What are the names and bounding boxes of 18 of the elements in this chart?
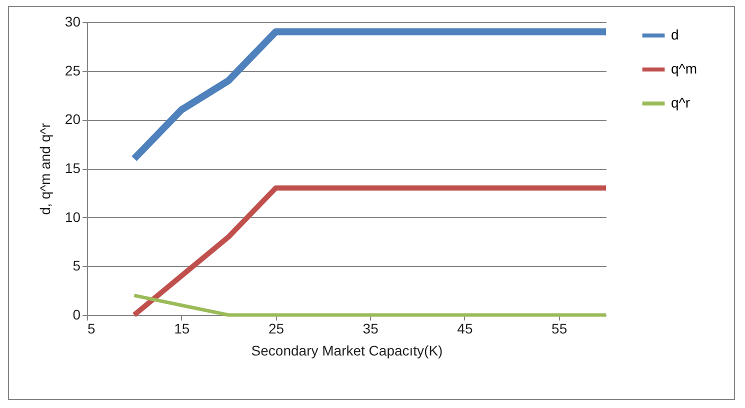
x-tick-label: 25 (268, 320, 284, 336)
y-tick-label: 20 (64, 111, 81, 128)
x-tick-label: 15 (174, 320, 190, 336)
x-tick-label: 35 (362, 320, 379, 336)
x-axis-title: Secondary Market Capacıty(K) (251, 342, 443, 358)
x-tick-label: 45 (457, 320, 473, 336)
y-tick-label: 30 (64, 14, 81, 30)
y-tick-label: 5 (72, 258, 81, 274)
y-tick-label: 10 (64, 208, 81, 225)
x-tick-label: 5 (88, 320, 96, 336)
y-tick-label: 15 (64, 160, 81, 176)
y-tick-label: 0 (72, 306, 81, 322)
y-axis-title: d, q^m and q^r (36, 122, 53, 215)
legend-label: q^m (671, 60, 698, 76)
x-tick-label: 55 (552, 320, 568, 336)
legend-label: q^r (671, 94, 690, 110)
y-tick-label: 25 (64, 62, 81, 78)
legend-label: d (671, 26, 679, 42)
